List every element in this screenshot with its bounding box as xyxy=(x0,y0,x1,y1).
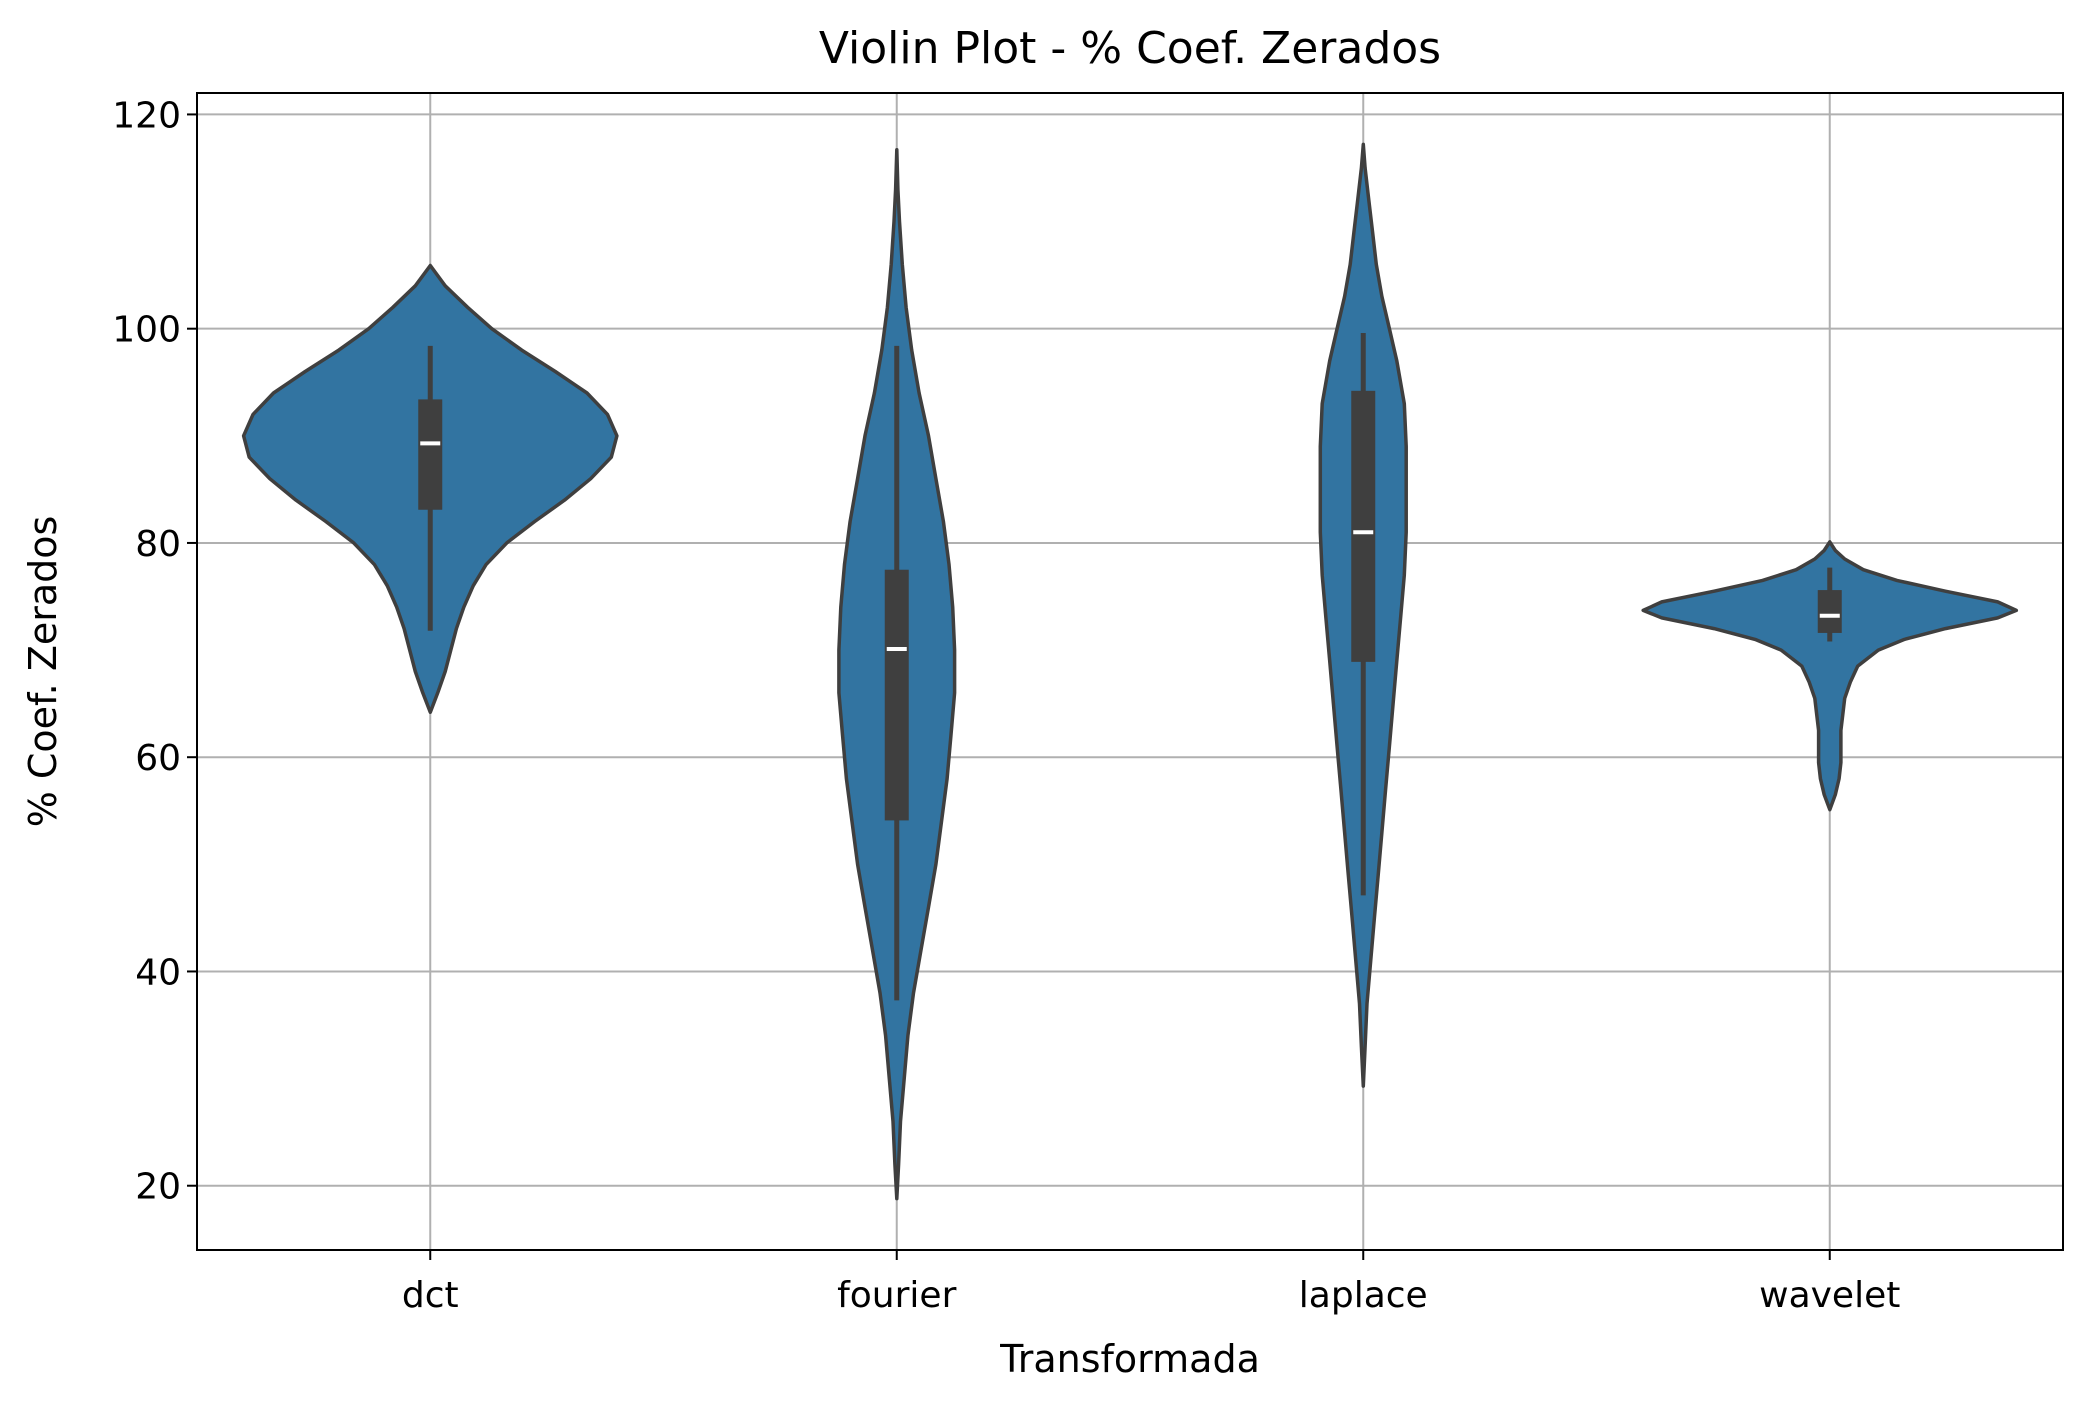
y-tick-label: 100 xyxy=(112,310,181,351)
x-tick-label-dct: dct xyxy=(402,1275,459,1316)
iqr-box-fourier xyxy=(884,569,909,821)
y-tick-label: 40 xyxy=(135,952,181,993)
x-tick-label-fourier: fourier xyxy=(837,1275,956,1316)
y-axis-label: % Coef. Zerados xyxy=(21,516,65,828)
iqr-box-laplace xyxy=(1351,390,1376,662)
iqr-box-dct xyxy=(418,399,443,510)
violin-wavelet xyxy=(1641,540,2019,812)
y-tick-label: 80 xyxy=(135,524,181,565)
x-tick-label-wavelet: wavelet xyxy=(1759,1275,1900,1316)
x-axis-label: Transformada xyxy=(999,1337,1260,1381)
x-tick-label-laplace: laplace xyxy=(1299,1275,1428,1316)
plot-frame xyxy=(196,92,2064,1251)
box-layer xyxy=(418,332,1842,1001)
y-tick-label: 20 xyxy=(135,1167,181,1208)
chart-title: Violin Plot - % Coef. Zerados xyxy=(819,23,1441,74)
axis-layer: 20 40 60 80 100 120 dct fourier laplace wavelet xyxy=(112,95,1900,1316)
iqr-box-wavelet xyxy=(1817,590,1842,633)
y-tick-label: 60 xyxy=(135,738,181,779)
y-tick-label: 120 xyxy=(112,95,181,136)
